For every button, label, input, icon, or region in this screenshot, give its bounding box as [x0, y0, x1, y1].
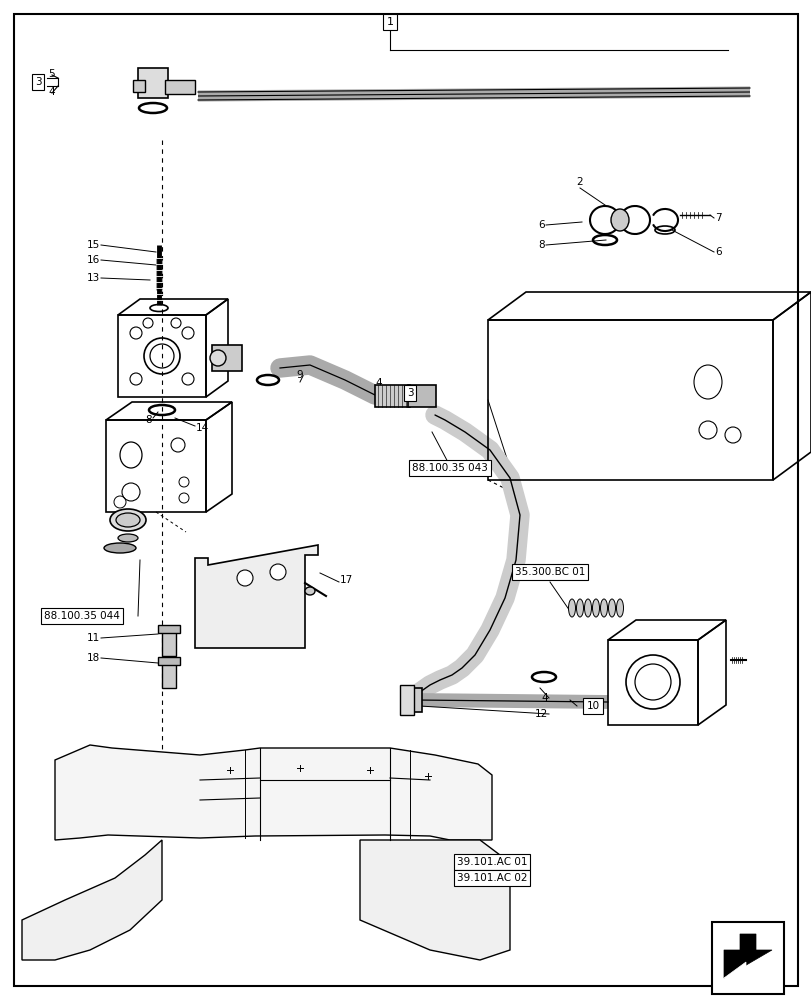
Ellipse shape: [118, 534, 138, 542]
Bar: [133, 80, 145, 92]
Circle shape: [163, 800, 187, 824]
Text: 35.300.BC 01: 35.300.BC 01: [514, 567, 585, 577]
Text: 88.100.35 043: 88.100.35 043: [411, 463, 487, 473]
Polygon shape: [723, 934, 771, 978]
Ellipse shape: [592, 599, 599, 617]
Ellipse shape: [116, 513, 139, 527]
Text: 18: 18: [87, 653, 100, 663]
Polygon shape: [55, 745, 491, 840]
Bar: [212, 345, 242, 371]
Text: 2: 2: [576, 177, 582, 187]
Text: 17: 17: [340, 575, 353, 585]
Text: 14: 14: [195, 423, 209, 433]
Ellipse shape: [610, 209, 629, 231]
Bar: [162, 628, 176, 656]
Bar: [118, 315, 206, 397]
Text: 39.101.AC 01: 39.101.AC 01: [456, 857, 526, 867]
Ellipse shape: [109, 509, 146, 531]
Bar: [162, 660, 176, 688]
Ellipse shape: [616, 599, 623, 617]
Text: 15: 15: [87, 240, 100, 250]
Ellipse shape: [584, 599, 590, 617]
Ellipse shape: [607, 599, 615, 617]
Text: 1: 1: [386, 17, 393, 27]
Bar: [400, 685, 414, 715]
Bar: [165, 80, 195, 94]
Text: 12: 12: [534, 709, 547, 719]
Bar: [607, 640, 697, 725]
Bar: [138, 68, 168, 98]
Polygon shape: [723, 962, 745, 978]
Bar: [407, 385, 436, 407]
Ellipse shape: [305, 587, 315, 595]
Text: 16: 16: [87, 255, 100, 265]
Text: 5: 5: [49, 69, 55, 79]
Text: 8: 8: [145, 415, 152, 425]
Text: 4: 4: [375, 378, 381, 388]
Polygon shape: [22, 840, 162, 960]
Ellipse shape: [568, 599, 575, 617]
Bar: [158, 625, 180, 633]
Text: 6: 6: [538, 220, 544, 230]
Text: 6: 6: [714, 247, 721, 257]
Text: 88.100.35 044: 88.100.35 044: [44, 611, 120, 621]
Ellipse shape: [104, 543, 135, 553]
Text: 19: 19: [443, 467, 456, 477]
Bar: [375, 385, 410, 407]
Text: 13: 13: [87, 273, 100, 283]
Circle shape: [237, 570, 253, 586]
Ellipse shape: [576, 599, 583, 617]
Bar: [487, 320, 772, 480]
Circle shape: [270, 564, 285, 580]
Text: 9: 9: [296, 370, 303, 380]
Text: 39.101.AC 02: 39.101.AC 02: [456, 873, 526, 883]
Text: 3: 3: [35, 77, 41, 87]
Bar: [711, 922, 783, 994]
Text: 8: 8: [538, 240, 544, 250]
Text: 4: 4: [49, 87, 55, 97]
Text: 4: 4: [541, 693, 547, 703]
Circle shape: [310, 798, 329, 818]
Bar: [106, 420, 206, 512]
Ellipse shape: [600, 599, 607, 617]
Text: 11: 11: [87, 633, 100, 643]
Bar: [158, 657, 180, 665]
Text: 5: 5: [375, 393, 381, 403]
Text: 10: 10: [586, 701, 599, 711]
Ellipse shape: [210, 350, 225, 366]
Polygon shape: [195, 545, 318, 648]
Circle shape: [68, 898, 112, 942]
Polygon shape: [359, 840, 509, 960]
Text: 7: 7: [714, 213, 721, 223]
Text: 3: 3: [406, 388, 413, 398]
Bar: [407, 688, 422, 712]
